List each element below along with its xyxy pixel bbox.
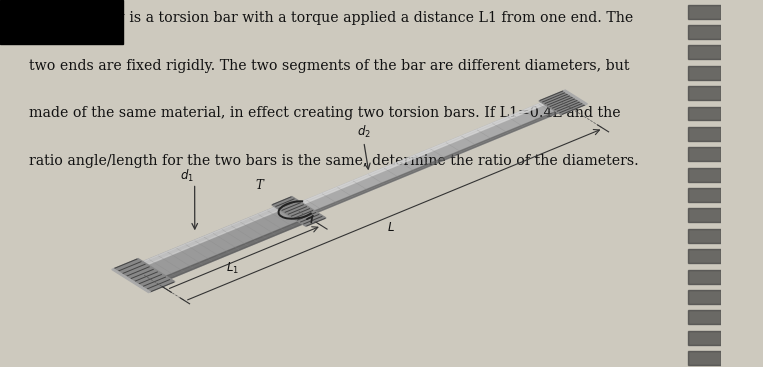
Polygon shape xyxy=(304,106,571,217)
Text: ratio angle/length for the two bars is the same, determine the ratio of the diam: ratio angle/length for the two bars is t… xyxy=(29,154,639,168)
Text: $d_2$: $d_2$ xyxy=(357,124,371,140)
Bar xyxy=(688,290,721,304)
Bar xyxy=(0,0,123,44)
Bar xyxy=(688,147,721,161)
Bar xyxy=(688,25,721,39)
Bar xyxy=(688,66,721,80)
Polygon shape xyxy=(291,98,571,217)
Text: made of the same material, in effect creating two torsion bars. If L1=0.4L and t: made of the same material, in effect cre… xyxy=(29,106,620,120)
Bar xyxy=(688,46,721,59)
Polygon shape xyxy=(291,98,557,208)
Polygon shape xyxy=(114,259,175,292)
Bar xyxy=(688,249,721,263)
Text: $d_1$: $d_1$ xyxy=(181,168,195,184)
Bar xyxy=(688,168,721,182)
Bar xyxy=(688,331,721,345)
Polygon shape xyxy=(130,203,290,270)
Bar xyxy=(688,310,721,324)
Polygon shape xyxy=(539,91,586,115)
Text: $L_1$: $L_1$ xyxy=(226,261,240,276)
Bar xyxy=(688,188,721,202)
Text: $L$: $L$ xyxy=(387,221,394,234)
Bar xyxy=(688,208,721,222)
Bar xyxy=(688,351,721,365)
Bar xyxy=(688,270,721,284)
Polygon shape xyxy=(130,203,313,284)
Polygon shape xyxy=(112,269,150,292)
Bar xyxy=(688,5,721,19)
Polygon shape xyxy=(153,217,313,284)
Polygon shape xyxy=(564,90,588,105)
Bar xyxy=(688,229,721,243)
Polygon shape xyxy=(272,197,326,226)
Text: T: T xyxy=(256,179,263,192)
Text: two ends are fixed rigidly. The two segments of the bar are different diameters,: two ends are fixed rigidly. The two segm… xyxy=(29,59,629,73)
Bar xyxy=(688,106,721,120)
Bar xyxy=(688,127,721,141)
Bar xyxy=(688,86,721,100)
Text: Shown below is a torsion bar with a torque applied a distance L1 from one end. T: Shown below is a torsion bar with a torq… xyxy=(29,11,633,25)
